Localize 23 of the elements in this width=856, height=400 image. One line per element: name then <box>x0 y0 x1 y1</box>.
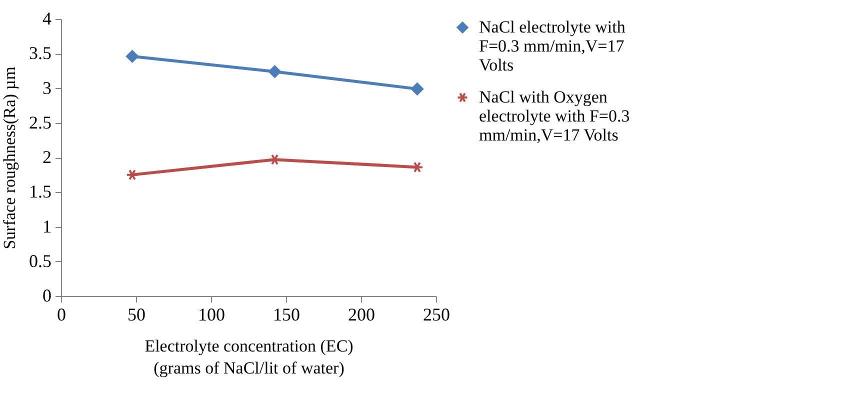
x-tick-label: 50 <box>128 304 146 324</box>
y-tick-label: 4 <box>42 8 52 28</box>
y-tick-label: 0.5 <box>29 250 52 271</box>
y-tick-label: 3.5 <box>29 43 52 64</box>
x-tick-label: 0 <box>57 304 66 324</box>
x-axis-title: Electrolyte concentration (EC) (grams of NaCl/lit of water) <box>144 336 354 378</box>
y-tick-label: 3 <box>42 78 52 98</box>
x-tick-label: 200 <box>348 304 375 324</box>
point <box>268 65 281 78</box>
legend-label: NaCl electrolyte with F=0.3 mm/min,V=17 Volts <box>479 18 626 74</box>
point <box>126 169 138 180</box>
x-tick-label: 150 <box>273 304 300 324</box>
point <box>411 82 424 96</box>
x-tick-label: 250 <box>423 304 450 324</box>
y-tick-label: 2 <box>42 147 52 167</box>
x-tick-label: 100 <box>198 304 225 324</box>
y-tick-label: 1.5 <box>29 182 52 202</box>
point <box>126 50 138 63</box>
y-tick-label: 2.5 <box>29 112 52 132</box>
y-axis-title: Surface roughness(Ra) µm <box>0 66 19 250</box>
y-tick-label: 1 <box>42 216 52 236</box>
y-tick-label: 0 <box>42 286 52 306</box>
legend-label: NaCl with Oxygen electrolyte with F=0.3 mm/min,V=17 Volts <box>479 88 630 144</box>
